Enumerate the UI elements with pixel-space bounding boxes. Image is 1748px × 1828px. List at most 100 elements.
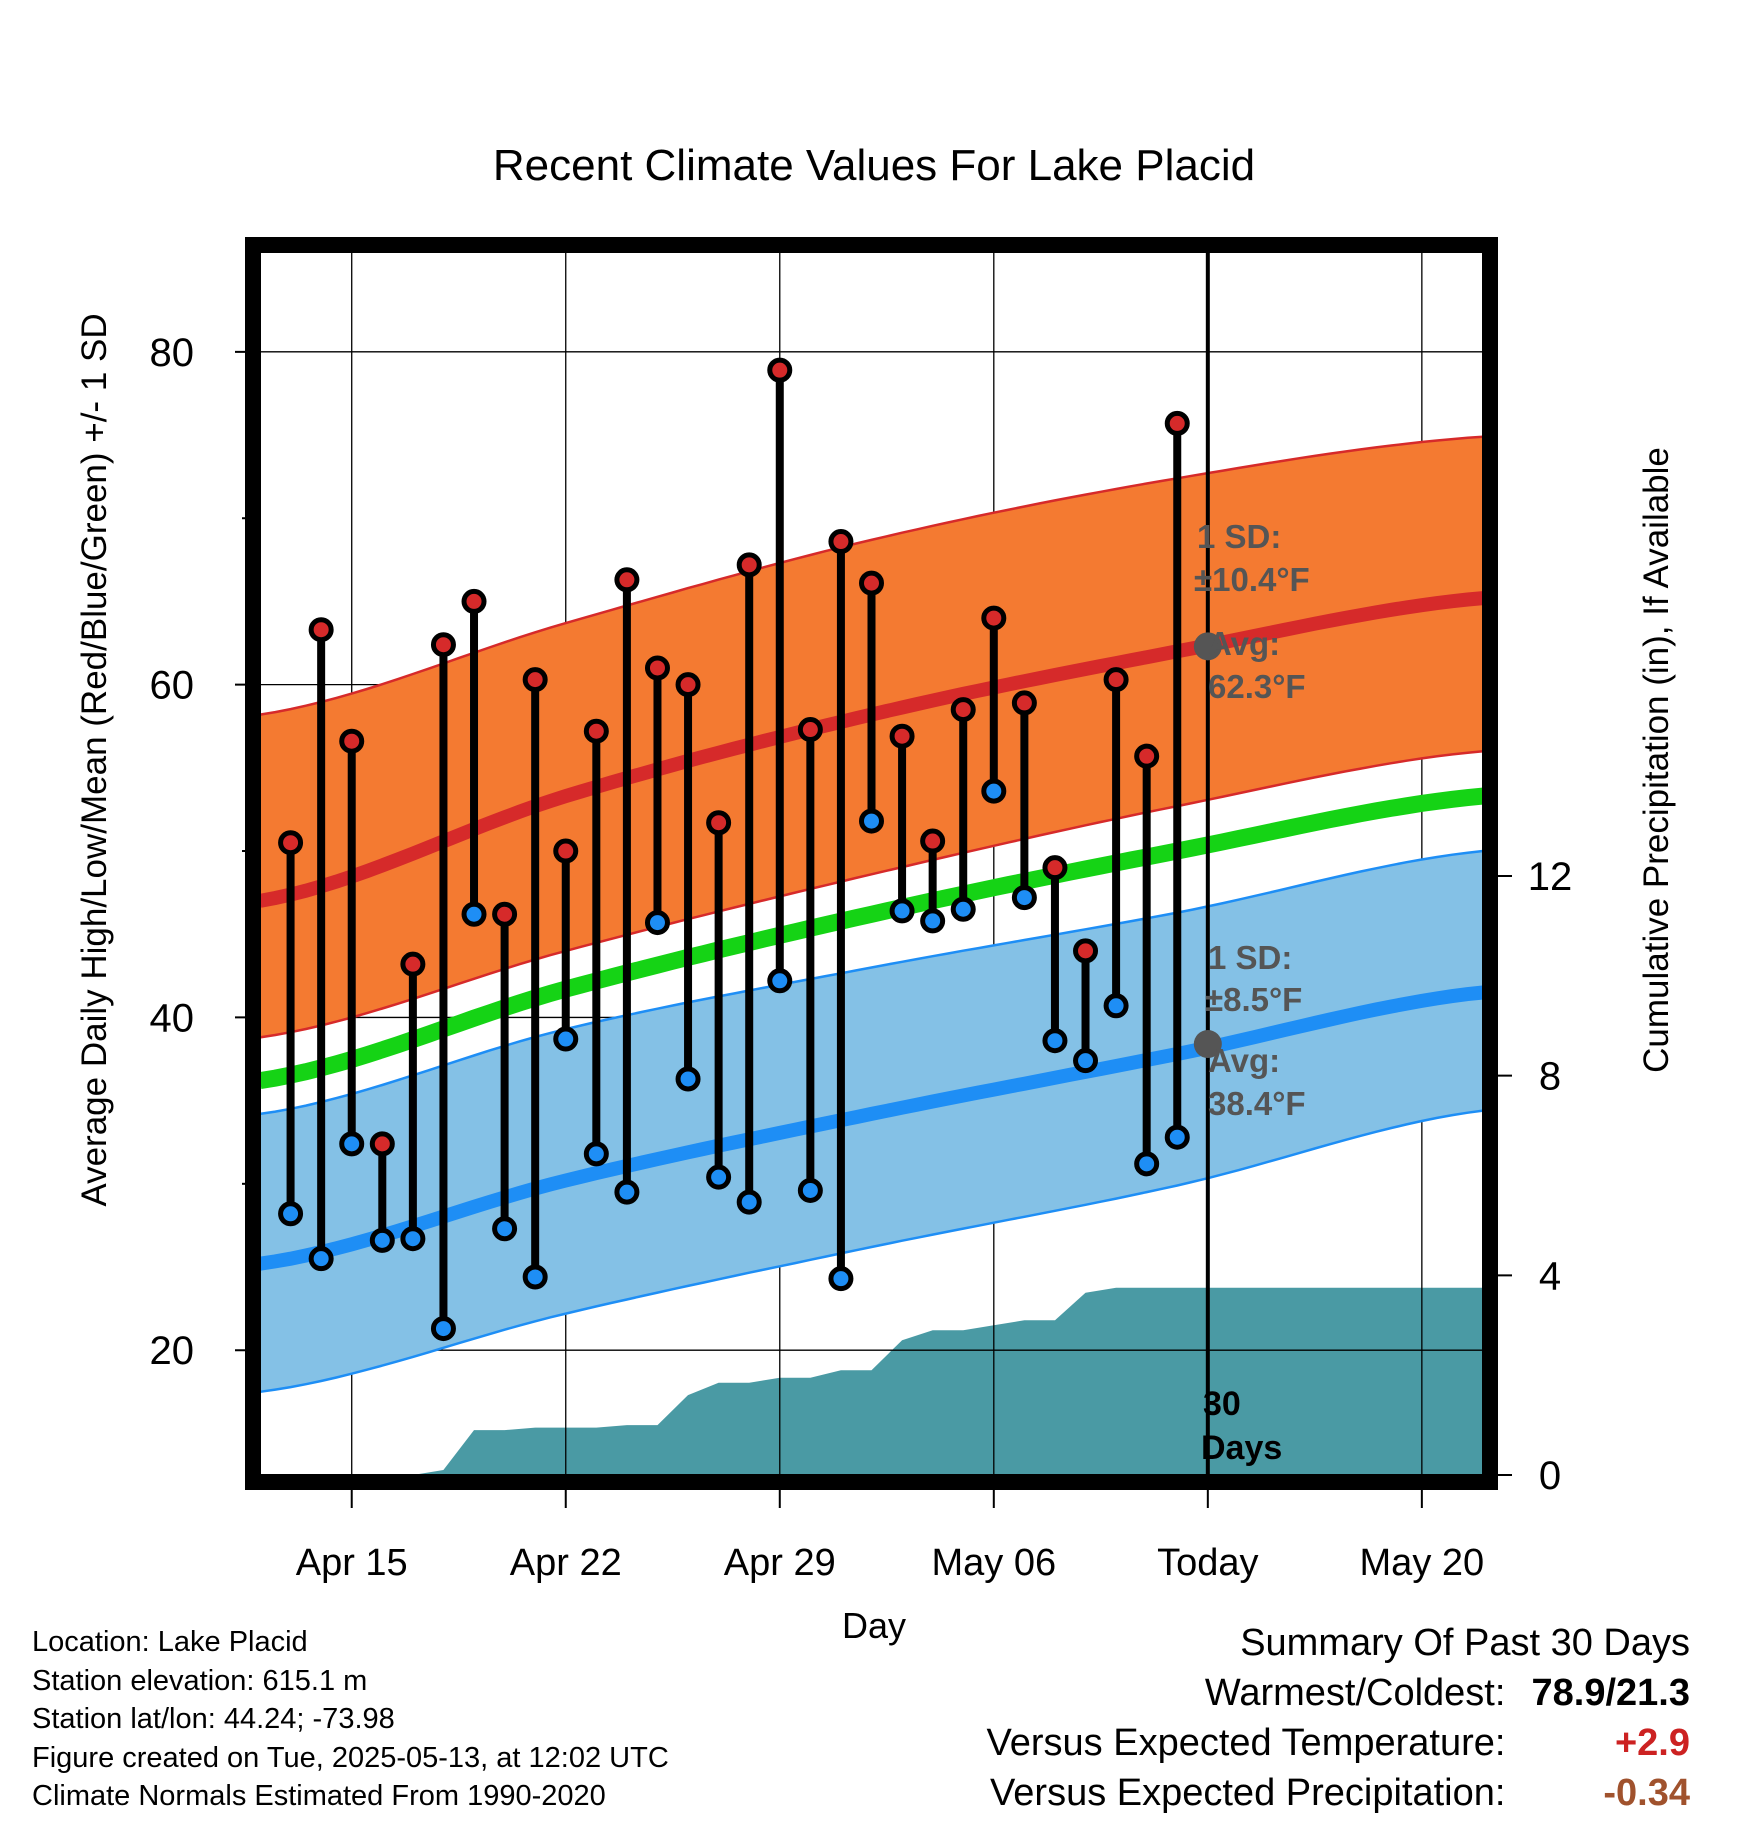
chart-title: Recent Climate Values For Lake Placid — [493, 141, 1255, 190]
daily-high-point — [1073, 938, 1099, 964]
daily-high-point — [308, 617, 334, 643]
latlon-text: Station lat/lon: 44.24; -73.98 — [32, 1703, 395, 1735]
daily-low-point — [430, 1316, 456, 1342]
y-tick-label: 40 — [150, 996, 195, 1040]
daily-high-point — [767, 357, 793, 383]
daily-high-point — [644, 655, 670, 681]
daily-low-point — [614, 1179, 640, 1205]
daily-high-point — [492, 901, 518, 927]
daily-high-point — [461, 588, 487, 614]
temp-label: Versus Expected Temperature: — [986, 1722, 1506, 1764]
daily-high-point — [553, 838, 579, 864]
daily-high-point — [583, 718, 609, 744]
daily-low-point — [797, 1177, 823, 1203]
daily-low-point — [1103, 993, 1129, 1019]
daily-low-point — [1073, 1048, 1099, 1074]
y-axis-right-label: Cumulative Precipitation (in), If Availa… — [1637, 447, 1676, 1073]
daily-high-point — [797, 717, 823, 743]
y2-tick-label: 12 — [1528, 855, 1573, 899]
daily-high-point — [950, 697, 976, 723]
daily-low-point — [339, 1131, 365, 1157]
station-info: Location: Lake Placid Station elevation:… — [32, 1623, 669, 1816]
daily-low-point — [492, 1216, 518, 1242]
daily-high-point — [1011, 690, 1037, 716]
elevation-text: Station elevation: 615.1 m — [32, 1664, 368, 1697]
high-avg-label: Avg: — [1208, 625, 1280, 662]
daily-low-point — [767, 968, 793, 994]
daily-high-point — [430, 632, 456, 658]
location-text: Location: Lake Placid — [32, 1626, 308, 1658]
low-sd-lower-line — [259, 1109, 1484, 1394]
x-tick-label: Apr 29 — [724, 1542, 836, 1584]
normal-mean-line — [258, 787, 1484, 1089]
daily-high-point — [859, 570, 884, 596]
x-tick-label: May 20 — [1360, 1542, 1485, 1584]
x-tick-label: Apr 15 — [296, 1542, 408, 1584]
daily-low-point — [522, 1264, 548, 1290]
daily-low-point — [950, 896, 976, 922]
summary-warm-cold: Warmest/Coldest: 78.9/21.3 — [1205, 1672, 1690, 1715]
daily-low-point — [644, 910, 670, 936]
daily-low-point — [706, 1164, 732, 1190]
daily-low-point — [461, 901, 487, 927]
y-axis-label: Average Daily High/Low/Mean (Red/Blue/Gr… — [75, 313, 114, 1206]
y-tick-label: 80 — [150, 331, 195, 375]
daily-high-point — [981, 605, 1007, 631]
warm-cold-label: Warmest/Coldest: — [1204, 1672, 1506, 1714]
summary-temperature: Versus Expected Temperature: +2.9 — [987, 1722, 1690, 1765]
temp-value: +2.9 — [1614, 1722, 1690, 1764]
daily-high-point — [400, 951, 426, 977]
daily-high-point — [1103, 667, 1129, 693]
daily-high-point — [1042, 855, 1068, 881]
high-avg-dot — [1193, 632, 1222, 661]
low-sd-value: ±8.5°F — [1205, 981, 1302, 1018]
daily-low-point — [828, 1266, 854, 1292]
daily-high-point — [828, 529, 854, 555]
low-avg-value: 38.4°F — [1208, 1085, 1306, 1122]
daily-low-point — [369, 1227, 395, 1253]
high-sd-value: ±10.4°F — [1194, 561, 1310, 598]
daily-low-point — [1134, 1151, 1160, 1177]
plot-frame — [245, 237, 1498, 1490]
normal-low-line — [258, 985, 1484, 1271]
daily-low-point — [583, 1141, 609, 1167]
low-sd-label: 1 SD: — [1208, 939, 1292, 976]
daily-low-point — [278, 1201, 304, 1227]
daily-high-point — [522, 667, 548, 693]
y-tick-label: 60 — [150, 664, 195, 708]
daily-high-point — [736, 552, 762, 578]
daily-high-point — [1134, 743, 1160, 769]
normals-text: Climate Normals Estimated From 1990-2020 — [32, 1780, 606, 1812]
y2-tick-label: 4 — [1539, 1254, 1561, 1298]
window-number: 30 — [1203, 1385, 1241, 1423]
summary-heading: Summary Of Past 30 Days — [1240, 1622, 1690, 1664]
plot-area: 1 SD: ±10.4°F Avg: 62.3°F 1 SD: ±8.5°F Avg: 38.… — [150, 237, 1573, 1584]
x-axis-label: Day — [842, 1605, 906, 1646]
daily-high-point — [889, 723, 915, 749]
x-tick-label: Apr 22 — [510, 1542, 622, 1584]
daily-high-point — [1164, 410, 1190, 436]
low-avg-label: Avg: — [1208, 1042, 1280, 1079]
daily-high-point — [675, 672, 701, 698]
summary-precipitation: Versus Expected Precipitation: -0.34 — [990, 1772, 1690, 1815]
daily-low-point — [1011, 885, 1037, 911]
precip-label: Versus Expected Precipitation: — [990, 1772, 1506, 1814]
daily-low-point — [400, 1226, 426, 1252]
high-avg-value: 62.3°F — [1208, 668, 1306, 705]
daily-low-point — [553, 1026, 579, 1052]
created-text: Figure created on Tue, 2025-05-13, at 12… — [32, 1741, 669, 1774]
daily-low-point — [920, 908, 946, 934]
daily-high-point — [614, 567, 640, 593]
precip-value: -0.34 — [1603, 1772, 1690, 1814]
daily-low-point — [308, 1246, 334, 1272]
y2-tick-label: 8 — [1539, 1055, 1561, 1099]
daily-low-point — [736, 1189, 762, 1215]
y-tick-label: 20 — [150, 1329, 195, 1373]
x-tick-label: May 06 — [931, 1542, 1056, 1584]
window-label: Days — [1201, 1429, 1282, 1467]
daily-low-point — [1042, 1028, 1068, 1054]
y2-tick-label: 0 — [1539, 1454, 1561, 1498]
daily-high-point — [706, 810, 732, 836]
daily-low-point — [1164, 1124, 1190, 1150]
